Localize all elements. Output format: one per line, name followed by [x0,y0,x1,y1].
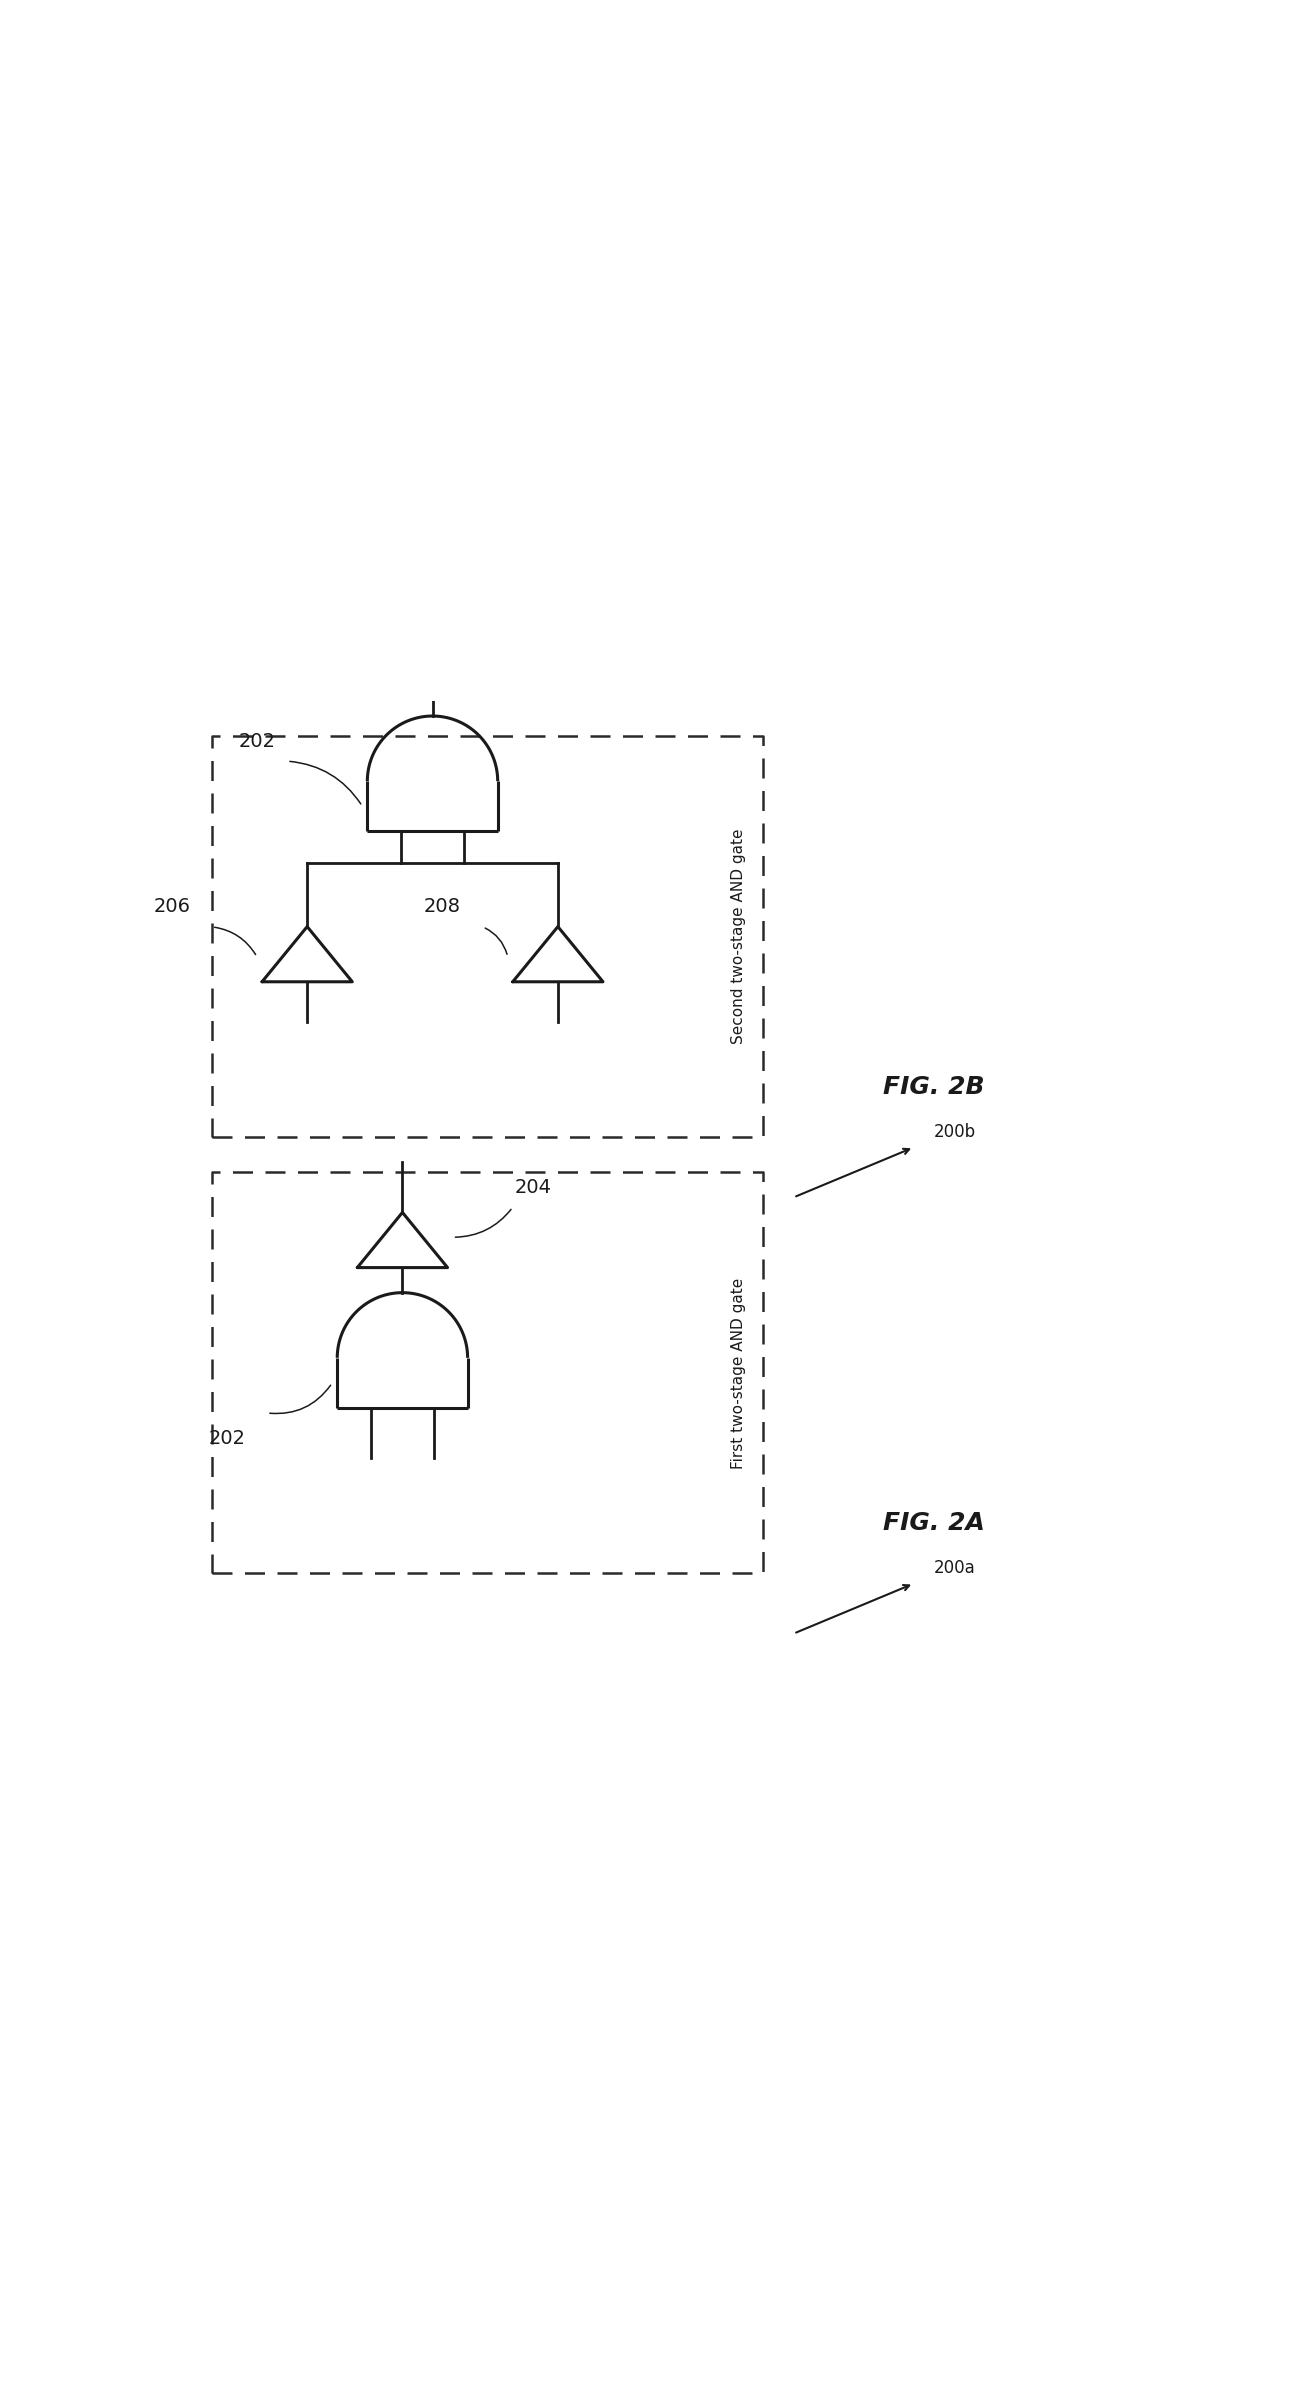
Text: Second two-stage AND gate: Second two-stage AND gate [731,829,745,1045]
Text: 206: 206 [153,898,190,917]
Text: 204: 204 [514,1179,551,1198]
Text: FIG. 2B: FIG. 2B [884,1076,985,1100]
Text: FIG. 2A: FIG. 2A [883,1512,985,1536]
Text: 200b: 200b [934,1124,976,1140]
Text: 202: 202 [238,731,276,750]
Text: First two-stage AND gate: First two-stage AND gate [731,1276,745,1469]
Text: 200a: 200a [934,1560,976,1579]
Text: 208: 208 [424,898,461,917]
Text: 202: 202 [208,1429,246,1448]
